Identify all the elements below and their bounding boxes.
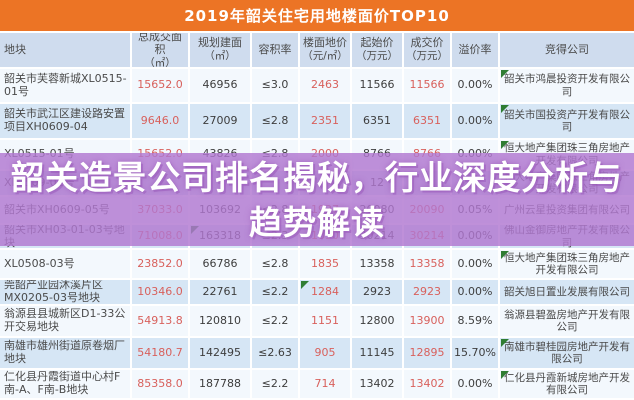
comment-corner-icon: [501, 251, 509, 259]
cell-company: 韶关市国投资产开发有限公司: [500, 104, 634, 140]
cell-company: 恒大地产集团珠三角房地产开发有限公司: [500, 250, 634, 280]
cell-floor: 714: [300, 370, 352, 400]
cell-premium: 0.00%: [452, 250, 500, 280]
cell-ratio: ≤2.2: [252, 370, 300, 400]
cell-deal: 6351: [404, 104, 452, 140]
cell-floor: 2463: [300, 69, 352, 104]
cell-premium: 0.00%: [452, 104, 500, 140]
cell-start: 11566: [352, 69, 404, 104]
cell-deal: 11566: [404, 69, 452, 104]
table-row: 南雄市雄州街道原卷烟厂地块 54180.7 142495 ≤2.63 905 11145 1…: [0, 338, 634, 370]
cell-floor: 1284: [300, 280, 352, 306]
cell-company: 仁化县丹霞新城房地产开发有限公司: [500, 370, 634, 400]
comment-corner-icon: [501, 105, 509, 113]
cell-floor: 1151: [300, 306, 352, 338]
cell-company: 韶关市鸿晨投资开发有限公司: [500, 69, 634, 104]
cell-premium: 8.59%: [452, 306, 500, 338]
column-header-ratio: 容积率: [252, 33, 300, 69]
column-header-build: 规划建面 （㎡）: [190, 33, 252, 69]
cell-company: 韶关旭日置业发展有限公司: [500, 280, 634, 306]
cell-start: 12800: [352, 306, 404, 338]
cell-area: 10346.0: [132, 280, 190, 306]
cell-area: 15652.0: [132, 69, 190, 104]
page-title: 2019年韶关住宅用地楼面价TOP10: [0, 0, 634, 33]
cell-deal: 13358: [404, 250, 452, 280]
cell-plot: 仁化县丹霞街道中心村F南-A、F南-B地块: [0, 370, 132, 400]
headline-line1: 韶关造景公司排名揭秘，行业深度分析与: [11, 157, 623, 197]
cell-area: 85358.0: [132, 370, 190, 400]
cell-area: 54913.8: [132, 306, 190, 338]
column-header-deal: 成交价 （万元）: [404, 33, 452, 69]
comment-corner-icon: [501, 141, 509, 149]
headline-overlay: 韶关造景公司排名揭秘，行业深度分析与 趋势解读: [0, 153, 634, 246]
cell-ratio: ≤2.63: [252, 338, 300, 370]
column-header-company: 竞得公司: [500, 33, 634, 69]
cell-build: 46956: [190, 69, 252, 104]
cell-build: 27009: [190, 104, 252, 140]
cell-plot: 翁源县县城新区D1-33公开交易地块: [0, 306, 132, 338]
cell-deal: 13900: [404, 306, 452, 338]
cell-ratio: ≤2.2: [252, 280, 300, 306]
cell-area: 23852.0: [132, 250, 190, 280]
cell-build: 187788: [190, 370, 252, 400]
comment-corner-icon: [501, 371, 509, 379]
cell-deal: 13402: [404, 370, 452, 400]
cell-start: 11145: [352, 338, 404, 370]
cell-deal: 2923: [404, 280, 452, 306]
cell-floor: 1835: [300, 250, 352, 280]
table-row: 莞韶产业园沐溪片区MX0205-03号地块 10346.0 22761 ≤2.2 128…: [0, 280, 634, 306]
cell-premium: 0.00%: [452, 280, 500, 306]
table-row: 仁化县丹霞街道中心村F南-A、F南-B地块 85358.0 187788 ≤2.2 71…: [0, 370, 634, 400]
table-row: XL0508-03号 23852.0 66786 ≤2.8 1835 13358 13358…: [0, 250, 634, 280]
cell-ratio: ≤2.8: [252, 104, 300, 140]
table-header-row: 地块 总成交面积 （㎡） 规划建面 （㎡） 容积率 楼面地价 （元/㎡） 起始价 （万元） 成交价（…: [0, 33, 634, 69]
cell-build: 120810: [190, 306, 252, 338]
comment-corner-icon: [501, 70, 509, 78]
cell-start: 2923: [352, 280, 404, 306]
cell-floor: 2351: [300, 104, 352, 140]
cell-start: 6351: [352, 104, 404, 140]
cell-premium: 15.70%: [452, 338, 500, 370]
cell-company: 南雄市碧桂园房地产开发有限公司: [500, 338, 634, 370]
cell-build: 66786: [190, 250, 252, 280]
cell-area: 54180.7: [132, 338, 190, 370]
cell-plot: 韶关市武江区建设路安置项目XH0609-04: [0, 104, 132, 140]
headline-line2: 趋势解读: [249, 202, 385, 242]
cell-company: 翁源县碧盈房地产开发有限公司: [500, 306, 634, 338]
cell-ratio: ≤2.8: [252, 250, 300, 280]
cell-build: 142495: [190, 338, 252, 370]
cell-premium: 0.00%: [452, 370, 500, 400]
column-header-premium: 溢价率: [452, 33, 500, 69]
comment-corner-icon: [301, 281, 309, 289]
cell-start: 13358: [352, 250, 404, 280]
cell-floor: 905: [300, 338, 352, 370]
cell-premium: 0.00%: [452, 69, 500, 104]
cell-start: 13402: [352, 370, 404, 400]
table-row: 韶关市武江区建设路安置项目XH0609-04 9646.0 27009 ≤2.8 235…: [0, 104, 634, 140]
cell-plot: 南雄市雄州街道原卷烟厂地块: [0, 338, 132, 370]
cell-area: 9646.0: [132, 104, 190, 140]
cell-ratio: ≤2.2: [252, 306, 300, 338]
column-header-floor: 楼面地价 （元/㎡）: [300, 33, 352, 69]
cell-deal: 12895: [404, 338, 452, 370]
cell-build: 22761: [190, 280, 252, 306]
table-row: 韶关市芙蓉新城XL0515-01号 15652.0 46956 ≤3.0 2463 115…: [0, 69, 634, 104]
cell-plot: XL0508-03号: [0, 250, 132, 280]
cell-plot: 莞韶产业园沐溪片区MX0205-03号地块: [0, 280, 132, 306]
comment-corner-icon: [501, 339, 509, 347]
cell-plot: 韶关市芙蓉新城XL0515-01号: [0, 69, 132, 104]
column-header-plot: 地块: [0, 33, 132, 69]
column-header-start: 起始价 （万元）: [352, 33, 404, 69]
cell-ratio: ≤3.0: [252, 69, 300, 104]
table-row: 翁源县县城新区D1-33公开交易地块 54913.8 120810 ≤2.2 1151 1…: [0, 306, 634, 338]
column-header-area: 总成交面积 （㎡）: [132, 33, 190, 69]
